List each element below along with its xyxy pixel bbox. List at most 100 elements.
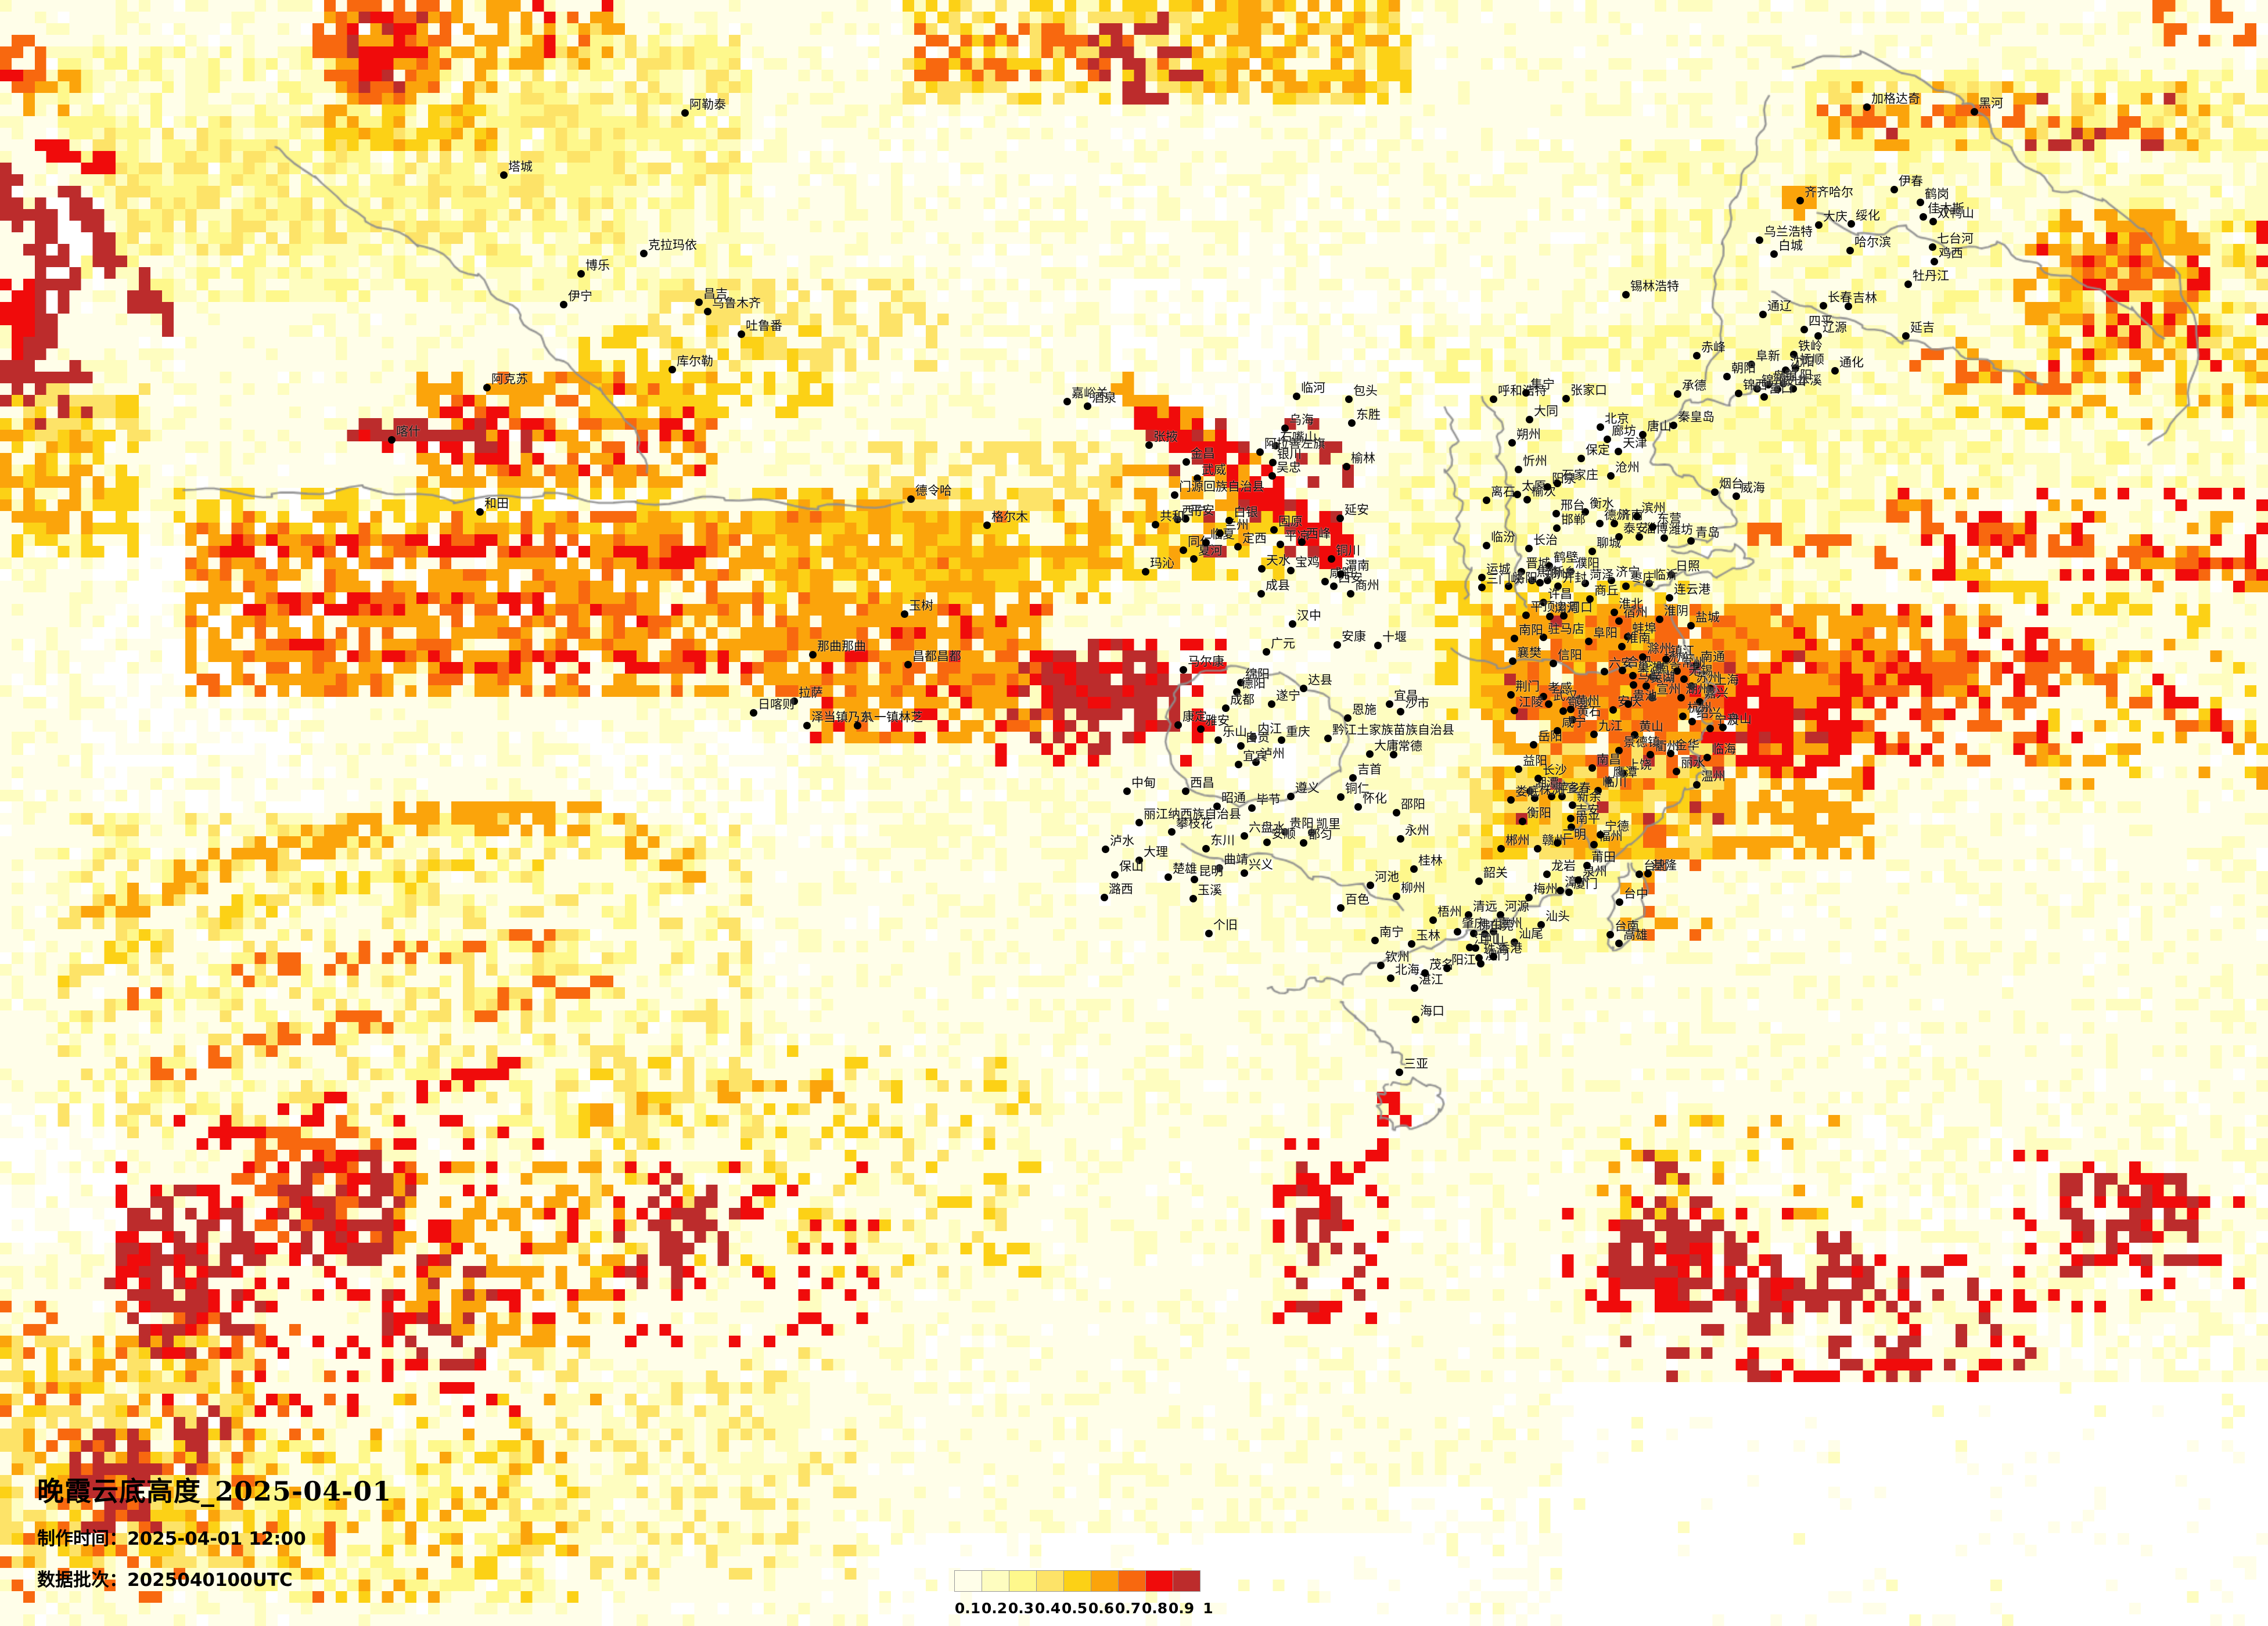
legend-tick-label: 0.5 [1061, 1600, 1088, 1617]
station-label: 张掖 [1153, 430, 1178, 444]
station-dot [1393, 809, 1400, 816]
station-label: 潍坊 [1669, 523, 1693, 537]
station-label: 荆门 [1515, 679, 1540, 693]
legend-color-box [1145, 1570, 1173, 1592]
station-label: 淮阴 [1664, 604, 1688, 618]
station-label: 丽水 [1681, 756, 1705, 770]
station-label: 锦西 [1743, 378, 1767, 392]
station-dot [1397, 708, 1404, 715]
station-dot [1667, 571, 1675, 578]
station-label: 吐鲁番 [746, 319, 782, 333]
station-dot [1615, 448, 1622, 455]
station-dot [1511, 635, 1518, 642]
station-dot [1324, 734, 1332, 742]
station-label: 康定 [1182, 710, 1207, 724]
station-dot [1890, 186, 1898, 193]
station-dot [1557, 887, 1564, 894]
station-label: 娄底 [1515, 785, 1540, 798]
station-dot [1692, 661, 1700, 669]
station-dot [1540, 634, 1547, 641]
station-dot [1337, 570, 1345, 578]
station-dot [1760, 393, 1768, 401]
station-label: 库尔勒 [677, 354, 713, 368]
station-dot [1281, 828, 1289, 836]
station-label: 濮阳 [1575, 556, 1600, 570]
station-label: 成都 [1230, 693, 1255, 707]
station-dot [907, 495, 915, 503]
station-label: 东营 [1657, 511, 1681, 526]
station-label: 镇江 [1670, 644, 1695, 658]
station-dot [1268, 700, 1275, 708]
station-dot [1687, 537, 1695, 545]
station-dot [1656, 663, 1663, 670]
station-label: 达县 [1308, 673, 1332, 687]
station-dot [1343, 463, 1350, 470]
station-dot [1790, 351, 1798, 358]
station-label: 周口 [1568, 600, 1593, 614]
station-label: 宝鸡 [1295, 555, 1320, 569]
station-label: 中甸 [1131, 776, 1156, 790]
station-dot [1412, 1016, 1419, 1023]
station-dot [1489, 953, 1497, 961]
station-label: 白银 [1234, 505, 1258, 519]
station-dot [1567, 815, 1575, 822]
station-dot [1393, 893, 1400, 900]
station-dot [1673, 768, 1680, 775]
station-dot [1590, 730, 1598, 738]
station-dot [1234, 543, 1242, 551]
station-label: 绍兴 [1696, 706, 1721, 720]
station-dot [1443, 965, 1451, 972]
station-dot [1782, 366, 1789, 374]
station-dot [1649, 673, 1656, 681]
station-dot [1846, 247, 1854, 254]
station-label: 台北 [1644, 859, 1668, 873]
station-dot [1636, 533, 1643, 541]
station-label: 齐齐哈尔 [1805, 185, 1853, 199]
station-label: 吉安 [1575, 803, 1600, 817]
station-label: 遵义 [1295, 781, 1320, 795]
station-label: 河源 [1505, 900, 1529, 913]
station-dot [1608, 577, 1615, 584]
legend-color-box [1173, 1570, 1201, 1592]
station-label: 商丘 [1594, 584, 1619, 598]
map-title: 晚霞云底高度_2025-04-01 [37, 1476, 392, 1507]
station-label: 雅安 [1205, 714, 1230, 728]
station-label: 景德镇 [1623, 735, 1660, 749]
station-label: 吴忠 [1277, 461, 1301, 474]
made-time-label: 制作时间： [37, 1528, 127, 1549]
station-dot [1263, 648, 1270, 656]
station-label: 江陵 [1519, 695, 1543, 709]
station-label: 新乡 [1552, 565, 1576, 579]
station-dot [1929, 218, 1937, 225]
station-dot [1525, 545, 1533, 552]
station-label: 凯里 [1316, 817, 1340, 831]
station-label: 双鸭山 [1938, 206, 1974, 220]
station-label: 许昌 [1548, 587, 1572, 601]
station-dot [1800, 326, 1808, 333]
station-label: 清远 [1473, 900, 1497, 913]
station-dot [803, 722, 811, 729]
station-dot [1719, 724, 1727, 731]
station-dot [1774, 386, 1781, 393]
station-label: 天水 [1266, 553, 1291, 567]
station-label: 泸州 [1260, 747, 1285, 761]
legend-tick-label: 1 [1203, 1600, 1213, 1617]
station-dot [1182, 515, 1189, 523]
station-dot [1677, 693, 1685, 702]
station-dot [1831, 367, 1839, 375]
station-dot [1152, 521, 1159, 528]
station-dot [1202, 845, 1210, 852]
station-dot [1863, 103, 1871, 111]
station-dot [1225, 517, 1233, 524]
station-label: 珠海 [1483, 942, 1508, 956]
station-label: 烟台 [1719, 477, 1744, 491]
station-label: 潞西 [1109, 882, 1133, 896]
station-dot [1577, 455, 1585, 462]
station-label: 南阳 [1519, 623, 1543, 637]
station-label: 宜宾 [1243, 749, 1267, 763]
station-label: 沧州 [1615, 461, 1640, 474]
station-dot [1269, 459, 1277, 466]
legend-tick-label: 0.6 [1088, 1600, 1115, 1617]
station-label: 青岛 [1695, 526, 1720, 539]
